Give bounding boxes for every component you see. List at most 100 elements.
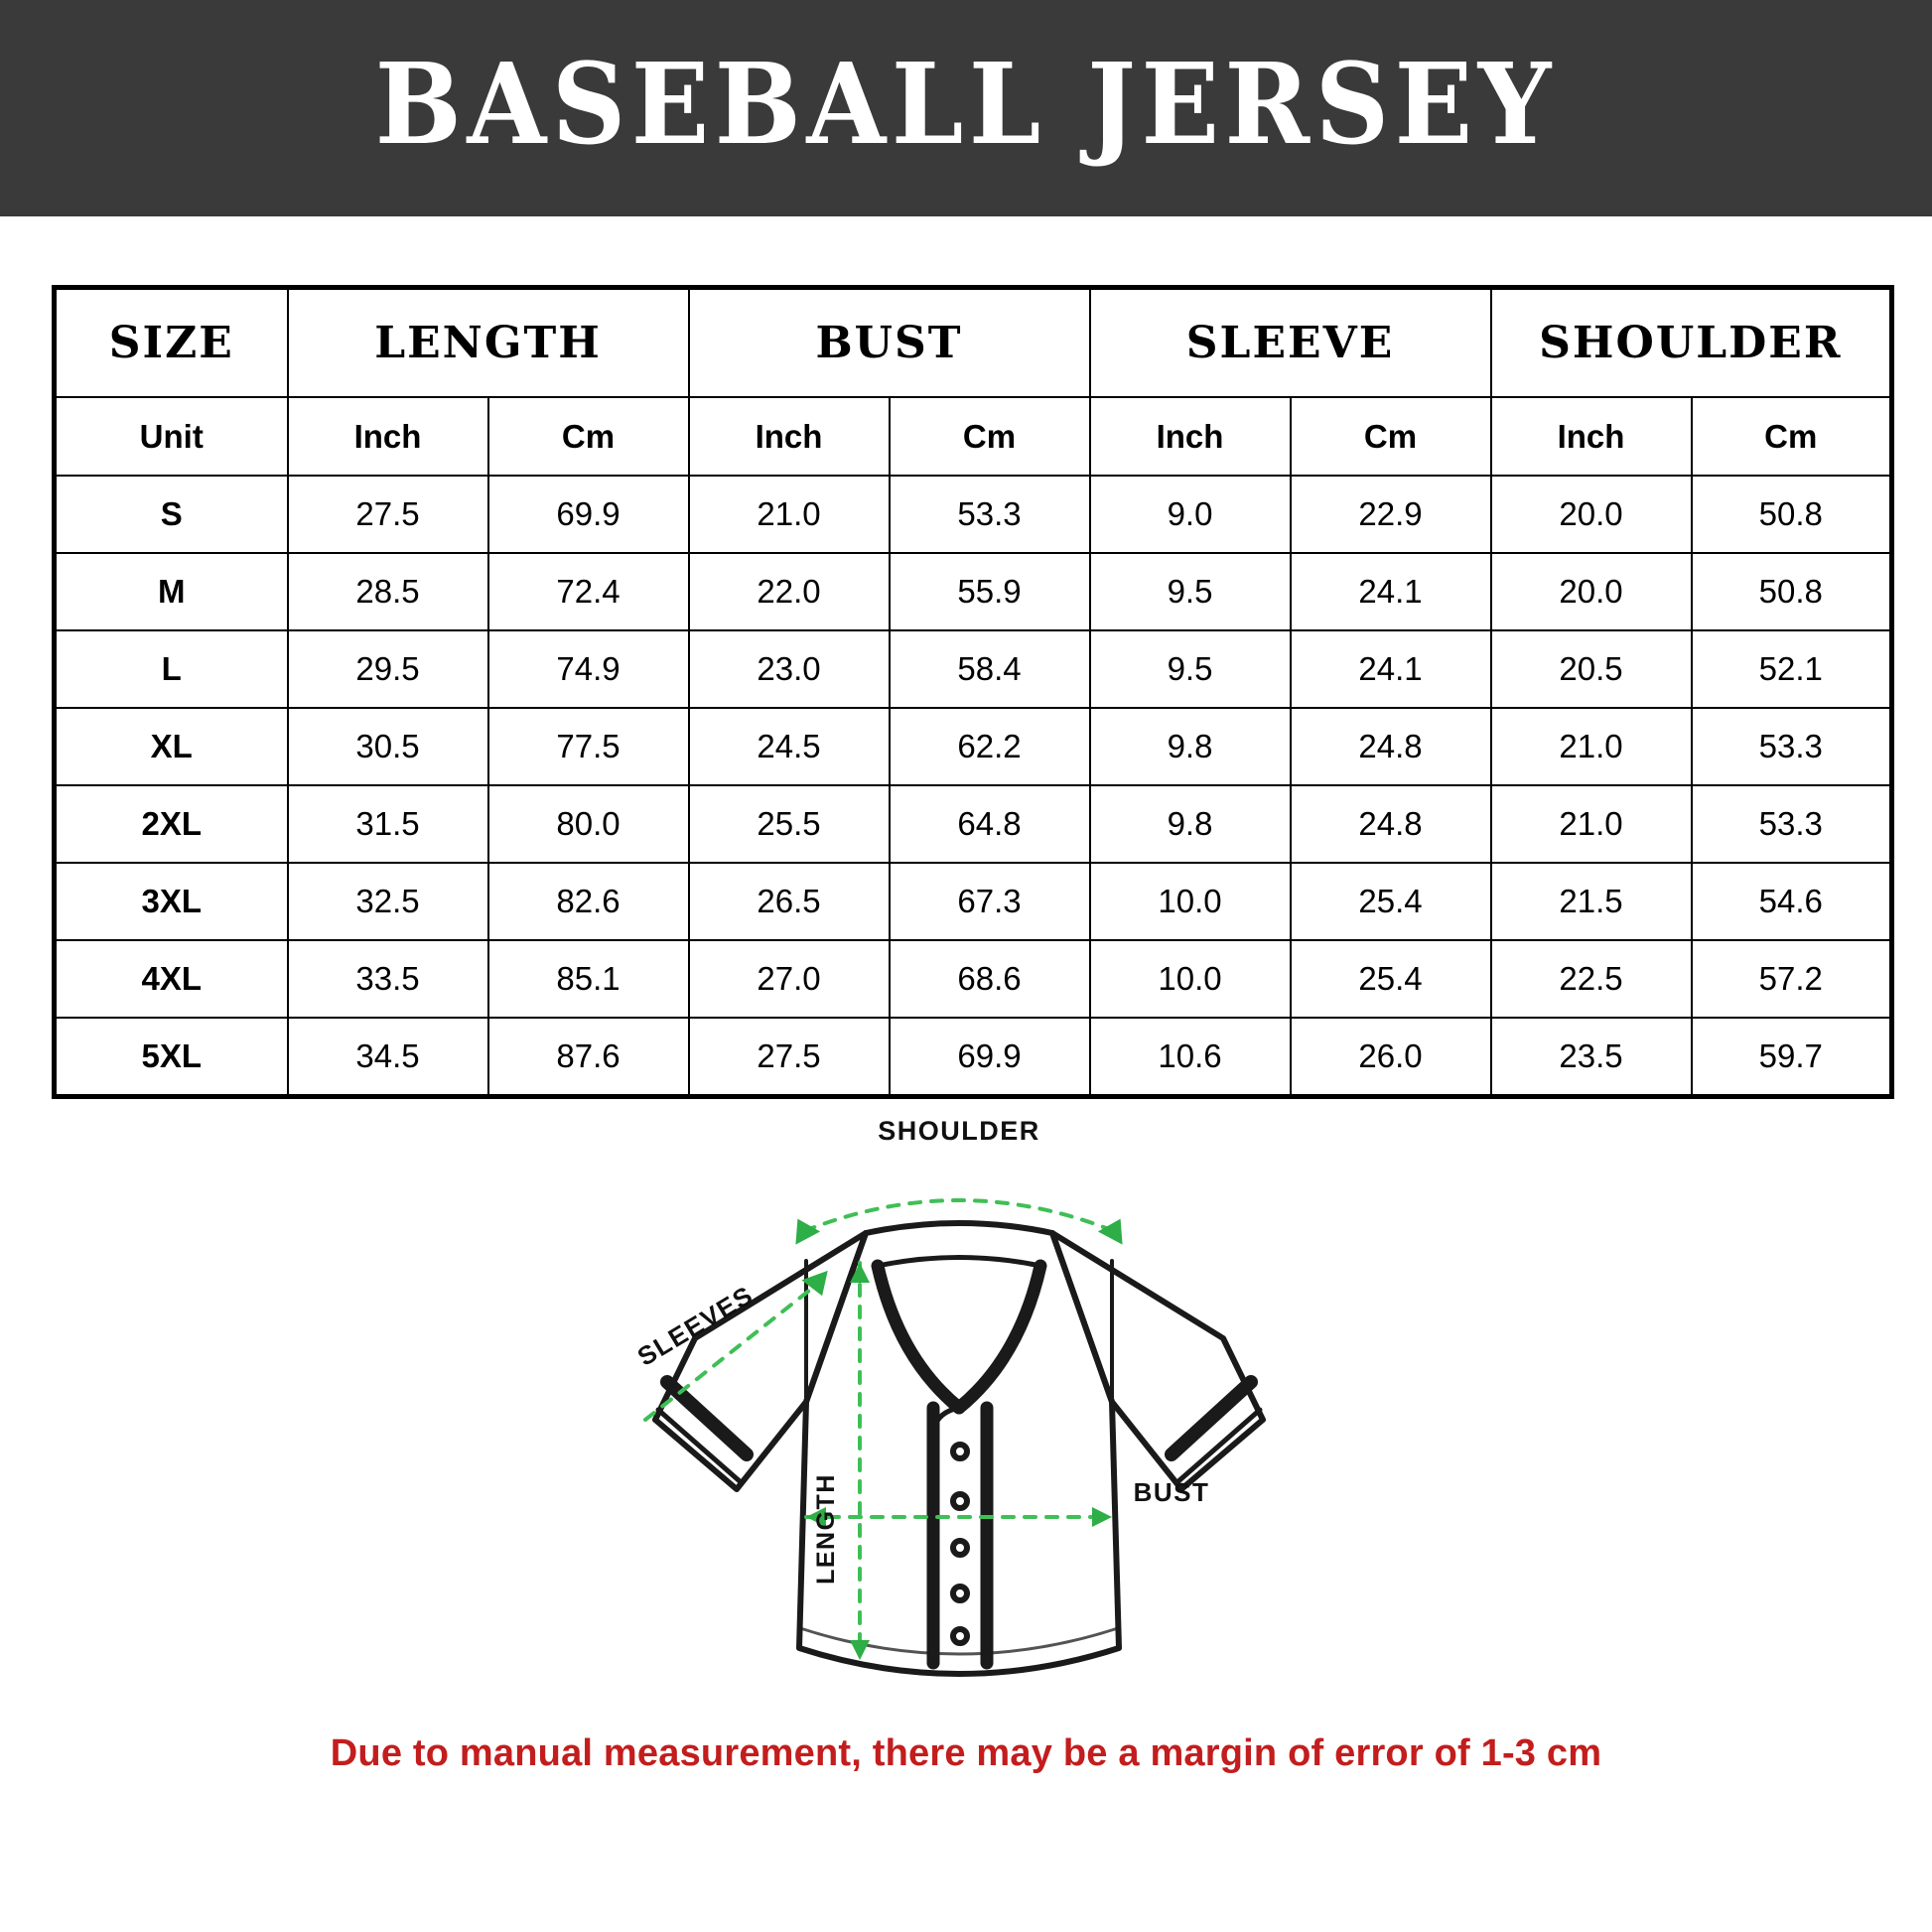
- length-label: LENGTH: [812, 1473, 840, 1585]
- cell-bust-cm: 68.6: [888, 939, 1091, 1019]
- right-cuff-stripe: [1165, 1375, 1258, 1461]
- cell-sleeve-inch: 10.0: [1088, 862, 1292, 941]
- cell-shoulder-inch: 21.5: [1489, 862, 1693, 941]
- button: [950, 1584, 970, 1603]
- column-group-length: LENGTH: [286, 286, 690, 398]
- collar-outer: [863, 1220, 1055, 1236]
- cell-length-cm: 80.0: [486, 784, 690, 864]
- unit-cell-sleeve-cm: Cm: [1289, 396, 1492, 477]
- table-row: S 27.5 69.9 21.0 53.3 9.0 22.9 20.0 50.8: [53, 475, 1893, 554]
- column-group-size: SIZE: [53, 286, 289, 398]
- cell-shoulder-inch: 21.0: [1489, 784, 1693, 864]
- right-sleeve-shape: [1049, 1230, 1266, 1492]
- cell-length-inch: 32.5: [286, 862, 489, 941]
- sleeves-label: SLEEVES: [632, 1280, 759, 1372]
- cell-sleeve-cm: 24.8: [1289, 707, 1492, 786]
- table-row: 4XL 33.5 85.1 27.0 68.6 10.0 25.4 22.5 5…: [53, 939, 1893, 1019]
- cell-shoulder-inch: 20.0: [1489, 475, 1693, 554]
- cell-length-cm: 72.4: [486, 552, 690, 631]
- cell-bust-cm: 69.9: [888, 1017, 1091, 1098]
- table-row: 5XL 34.5 87.6 27.5 69.9 10.6 26.0 23.5 5…: [53, 1017, 1893, 1098]
- left-sleeve-shape: [652, 1230, 869, 1492]
- cell-sleeve-inch: 9.5: [1088, 629, 1292, 709]
- jersey-illustration: [652, 1220, 1266, 1677]
- table-row: M 28.5 72.4 22.0 55.9 9.5 24.1 20.0 50.8: [53, 552, 1893, 631]
- cell-bust-inch: 24.5: [687, 707, 891, 786]
- unit-cell-length-inch: Inch: [286, 396, 489, 477]
- cell-shoulder-inch: 20.5: [1489, 629, 1693, 709]
- cell-bust-inch: 21.0: [687, 475, 891, 554]
- cell-bust-inch: 22.0: [687, 552, 891, 631]
- cell-length-cm: 74.9: [486, 629, 690, 709]
- sleeves-guide-line: [643, 1285, 816, 1422]
- shoulder-label: SHOULDER: [878, 1116, 1040, 1146]
- jersey-body-shape: [796, 1230, 1122, 1677]
- bust-label: BUST: [1134, 1477, 1210, 1507]
- page-title: BASEBALL JERSEY: [374, 40, 1558, 170]
- cell-shoulder-inch: 21.0: [1489, 707, 1693, 786]
- cell-size: 4XL: [53, 939, 289, 1019]
- cell-sleeve-cm: 22.9: [1289, 475, 1492, 554]
- sleeves-arrow: [801, 1270, 828, 1297]
- cell-bust-cm: 67.3: [888, 862, 1091, 941]
- table-row: XL 30.5 77.5 24.5 62.2 9.8 24.8 21.0 53.…: [53, 707, 1893, 786]
- cell-shoulder-cm: 50.8: [1690, 552, 1893, 631]
- right-cuff-edge: [1175, 1407, 1263, 1484]
- collar-inner: [875, 1255, 1043, 1269]
- cell-bust-inch: 27.0: [687, 939, 891, 1019]
- length-arrow-bottom: [850, 1640, 870, 1660]
- cell-sleeve-cm: 24.8: [1289, 784, 1492, 864]
- length-arrow-top: [850, 1263, 870, 1283]
- cell-length-cm: 82.6: [486, 862, 690, 941]
- cell-sleeve-cm: 24.1: [1289, 552, 1492, 631]
- cell-shoulder-cm: 59.7: [1690, 1017, 1893, 1098]
- cell-shoulder-cm: 53.3: [1690, 707, 1893, 786]
- cell-sleeve-inch: 9.5: [1088, 552, 1292, 631]
- cell-length-inch: 31.5: [286, 784, 489, 864]
- cell-length-cm: 77.5: [486, 707, 690, 786]
- cell-length-cm: 85.1: [486, 939, 690, 1019]
- cell-length-inch: 34.5: [286, 1017, 489, 1098]
- cell-length-inch: 27.5: [286, 475, 489, 554]
- cell-shoulder-cm: 52.1: [1690, 629, 1893, 709]
- cell-size: L: [53, 629, 289, 709]
- cell-size: M: [53, 552, 289, 631]
- cell-sleeve-inch: 10.0: [1088, 939, 1292, 1019]
- placket-left-band: [871, 1259, 966, 1415]
- cell-shoulder-inch: 22.5: [1489, 939, 1693, 1019]
- cell-bust-cm: 53.3: [888, 475, 1091, 554]
- jersey-measurement-diagram: SHOULDER SLEEVES BUST LENGTH: [0, 1092, 1932, 1727]
- cell-shoulder-cm: 54.6: [1690, 862, 1893, 941]
- size-chart-table-wrapper: SIZE LENGTH BUST SLEEVE SHOULDER Unit In…: [52, 285, 1895, 1099]
- column-group-sleeve: SLEEVE: [1088, 286, 1492, 398]
- button: [950, 1442, 970, 1461]
- cell-shoulder-cm: 50.8: [1690, 475, 1893, 554]
- cell-sleeve-cm: 24.1: [1289, 629, 1492, 709]
- shoulder-arrow-left: [795, 1218, 821, 1245]
- cell-bust-cm: 64.8: [888, 784, 1091, 864]
- cell-length-inch: 29.5: [286, 629, 489, 709]
- cell-bust-cm: 58.4: [888, 629, 1091, 709]
- left-cuff-edge: [655, 1407, 743, 1484]
- shoulder-guide-line: [802, 1198, 1116, 1233]
- button: [950, 1538, 970, 1558]
- cell-bust-cm: 55.9: [888, 552, 1091, 631]
- button: [950, 1626, 970, 1646]
- cell-length-cm: 69.9: [486, 475, 690, 554]
- cell-length-cm: 87.6: [486, 1017, 690, 1098]
- column-group-shoulder: SHOULDER: [1489, 286, 1893, 398]
- cell-shoulder-cm: 53.3: [1690, 784, 1893, 864]
- table-row: L 29.5 74.9 23.0 58.4 9.5 24.1 20.5 52.1: [53, 629, 1893, 709]
- bust-arrow-left: [806, 1507, 826, 1527]
- cell-sleeve-inch: 9.0: [1088, 475, 1292, 554]
- cell-sleeve-inch: 9.8: [1088, 784, 1292, 864]
- cell-size: XL: [53, 707, 289, 786]
- cell-bust-inch: 26.5: [687, 862, 891, 941]
- cell-size: S: [53, 475, 289, 554]
- jersey-buttons: [950, 1442, 970, 1646]
- cell-length-inch: 28.5: [286, 552, 489, 631]
- table-group-header-row: SIZE LENGTH BUST SLEEVE SHOULDER: [53, 286, 1893, 398]
- measurement-disclaimer: Due to manual measurement, there may be …: [330, 1732, 1602, 1774]
- cell-sleeve-inch: 10.6: [1088, 1017, 1292, 1098]
- cell-shoulder-cm: 57.2: [1690, 939, 1893, 1019]
